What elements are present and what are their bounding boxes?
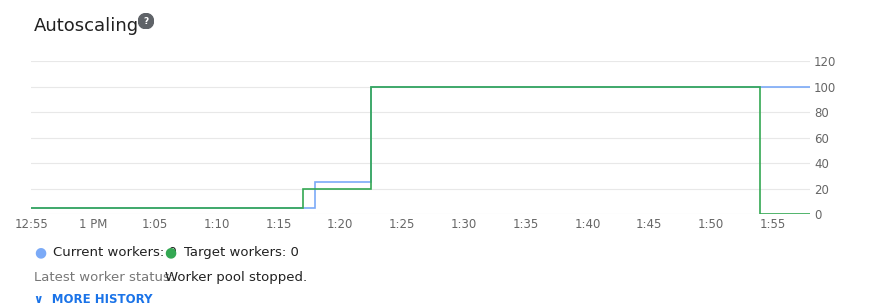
Text: Autoscaling: Autoscaling [34,17,139,35]
Text: ?: ? [143,17,149,26]
Text: ●: ● [34,245,46,259]
Text: Target workers: 0: Target workers: 0 [184,246,299,259]
Text: Current workers: 0: Current workers: 0 [53,246,177,259]
Text: Worker pool stopped.: Worker pool stopped. [165,271,307,284]
Text: ∨  MORE HISTORY: ∨ MORE HISTORY [34,293,152,306]
Circle shape [138,13,154,29]
Text: Latest worker status:: Latest worker status: [34,271,174,284]
Text: ●: ● [165,245,177,259]
